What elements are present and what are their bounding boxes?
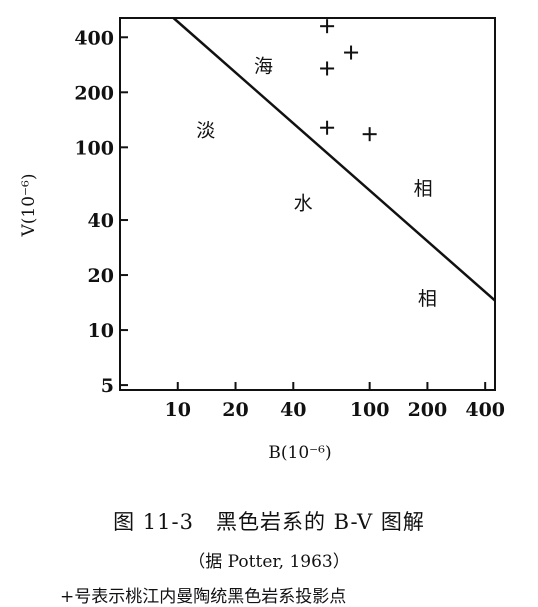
region-label: 海 (254, 56, 273, 78)
data-point-plus-marker (362, 127, 377, 142)
plot-frame (119, 17, 496, 391)
region-label: 相 (418, 288, 437, 310)
figure-note: +号表示桃江内曼陶统黑色岩系投影点 (60, 587, 347, 607)
region-label: 淡 (196, 120, 215, 142)
data-points (320, 19, 377, 142)
x-tick-label: 20 (222, 399, 248, 421)
x-tick-label: 400 (465, 399, 505, 421)
y-tick-label: 10 (88, 320, 114, 342)
data-point-plus-marker (320, 19, 335, 34)
y-axis: 5 10 20 40 100 200 400 (74, 27, 128, 397)
x-tick-label: 200 (408, 399, 448, 421)
y-tick-label: 400 (74, 27, 114, 49)
data-point-plus-marker (344, 45, 359, 60)
data-point-plus-marker (320, 120, 335, 135)
y-tick-label: 100 (74, 137, 114, 159)
x-tick-label: 40 (280, 399, 306, 421)
y-tick-label: 5 (101, 375, 114, 397)
y-tick-label: 20 (88, 265, 114, 287)
y-tick-label: 40 (88, 210, 114, 232)
y-axis-title: V(10⁻⁶) (19, 174, 39, 238)
x-axis: 10 20 40 100 200 400 (165, 382, 505, 421)
figure-source: （据 Potter, 1963） (188, 552, 350, 572)
x-tick-label: 100 (350, 399, 390, 421)
data-point-plus-marker (320, 61, 335, 76)
facies-boundary-line (172, 17, 496, 302)
region-label: 相 (414, 178, 433, 200)
region-label: 水 (294, 192, 313, 214)
x-axis-title: B(10⁻⁶) (268, 443, 331, 463)
figure-caption: 图 11-3 黑色岩系的 B-V 图解 (113, 510, 425, 534)
y-tick-label: 200 (74, 82, 114, 104)
x-tick-label: 10 (165, 399, 191, 421)
